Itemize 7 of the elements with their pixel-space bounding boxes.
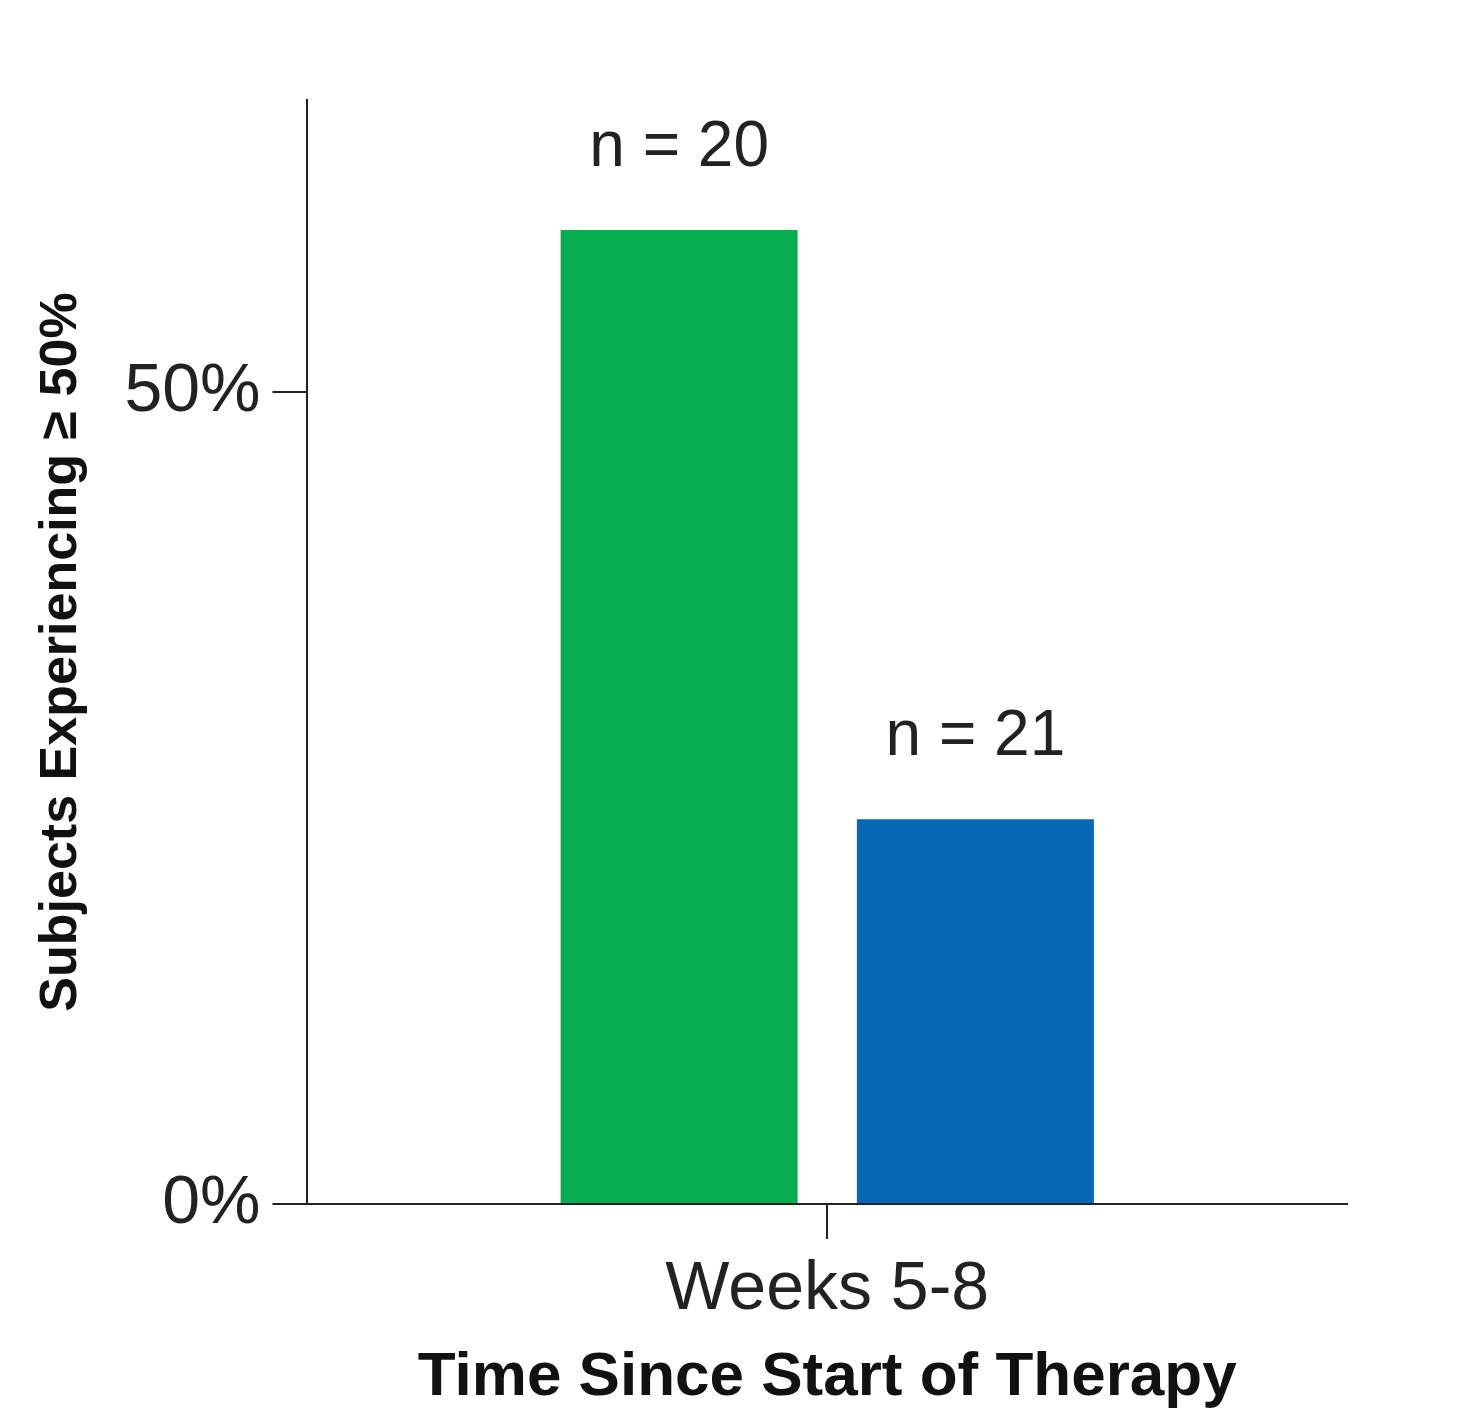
y-tick-label: 50% (124, 348, 261, 425)
y-axis-title: Subjects Experiencing ≥ 50% (28, 292, 87, 1012)
y-tick-label: 0% (162, 1160, 261, 1237)
annotation: n = 20 (589, 107, 769, 180)
x-axis-title: Time Since Start of Therapy (417, 1338, 1238, 1408)
x-tick-label: Weeks 5-8 (665, 1246, 990, 1323)
annotation: n = 21 (885, 696, 1066, 769)
